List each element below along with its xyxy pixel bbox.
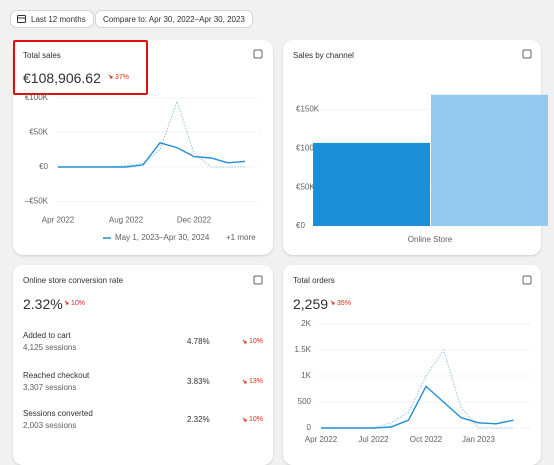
change-arrows bbox=[64, 74, 335, 305]
card-title: Total sales bbox=[23, 51, 61, 60]
row-sessions: 2,003 sessions bbox=[23, 421, 77, 430]
change-arrow bbox=[242, 417, 247, 422]
y-tick-label: €100K bbox=[25, 93, 49, 102]
metric-change: 10% bbox=[71, 300, 86, 307]
date-range-button[interactable]: Last 12 months bbox=[10, 10, 94, 28]
y-tick-label: €0 bbox=[39, 162, 48, 171]
y-tick-label: 1.5K bbox=[295, 345, 312, 354]
card bbox=[13, 265, 273, 465]
series-line bbox=[321, 348, 514, 429]
legend-more: +1 more bbox=[226, 233, 256, 242]
legend-label: May 1, 2023–Apr 30, 2024 bbox=[115, 233, 210, 242]
card bbox=[283, 265, 541, 465]
x-tick-label: Jul 2022 bbox=[358, 435, 389, 444]
x-tick-label: Aug 2022 bbox=[109, 216, 144, 225]
x-tick-label: Dec 2022 bbox=[177, 216, 212, 225]
y-tick-label: 0 bbox=[307, 423, 312, 432]
row-label: Sessions converted bbox=[23, 409, 93, 418]
row-rate: 2.32% bbox=[187, 415, 210, 424]
y-tick-label: €50K bbox=[29, 128, 48, 137]
metric-value: 2.32% bbox=[23, 296, 63, 312]
row-label: Added to cart bbox=[23, 331, 71, 340]
card bbox=[13, 40, 273, 255]
highlight-box bbox=[13, 40, 148, 95]
card-title: Sales by channel bbox=[293, 51, 354, 60]
change-arrow bbox=[242, 379, 247, 384]
series-line bbox=[58, 99, 245, 168]
y-tick-label: €150K bbox=[296, 105, 320, 114]
compare-button[interactable]: Compare to: Apr 30, 2022–Apr 30, 2023 bbox=[95, 10, 253, 28]
row-sessions: 3,307 sessions bbox=[23, 383, 77, 392]
metric-change: 37% bbox=[115, 74, 130, 81]
y-tick-label: 2K bbox=[301, 319, 311, 328]
row-change: 10% bbox=[249, 338, 264, 345]
metric-value: 2,259 bbox=[293, 296, 329, 312]
row-change: 13% bbox=[249, 378, 264, 385]
y-tick-label: –€50K bbox=[25, 197, 49, 206]
x-tick-label: Jan 2023 bbox=[462, 435, 495, 444]
row-label: Reached checkout bbox=[23, 371, 90, 380]
change-arrow bbox=[242, 339, 247, 344]
x-tick-label: Online Store bbox=[408, 235, 453, 244]
card-title: Total orders bbox=[293, 276, 335, 285]
y-tick-label: €100K bbox=[296, 143, 320, 152]
metric-change: 35% bbox=[337, 300, 352, 307]
row-rate: 3.83% bbox=[187, 377, 210, 386]
x-tick-label: Apr 2022 bbox=[305, 435, 338, 444]
y-tick-label: €50K bbox=[296, 182, 315, 191]
calendar-icon bbox=[17, 15, 26, 23]
date-range: Last 12 months bbox=[31, 15, 86, 24]
y-tick-label: €0 bbox=[296, 221, 305, 230]
series-line bbox=[58, 141, 246, 168]
y-tick-label: 1K bbox=[301, 371, 311, 380]
x-tick-label: Apr 2022 bbox=[42, 216, 75, 225]
bar bbox=[431, 94, 548, 226]
x-tick-label: Oct 2022 bbox=[410, 435, 443, 444]
bar bbox=[313, 142, 430, 226]
row-rate: 4.78% bbox=[187, 337, 210, 346]
metric-value: €108,906.62 bbox=[23, 70, 101, 86]
y-tick-label: 500 bbox=[298, 397, 312, 406]
compare: Compare to: Apr 30, 2022–Apr 30, 2023 bbox=[103, 15, 245, 24]
series-line bbox=[321, 385, 514, 429]
row-sessions: 4,125 sessions bbox=[23, 343, 77, 352]
card-title: Online store conversion rate bbox=[23, 276, 124, 285]
row-change: 10% bbox=[249, 416, 264, 423]
card-icons bbox=[253, 49, 532, 285]
